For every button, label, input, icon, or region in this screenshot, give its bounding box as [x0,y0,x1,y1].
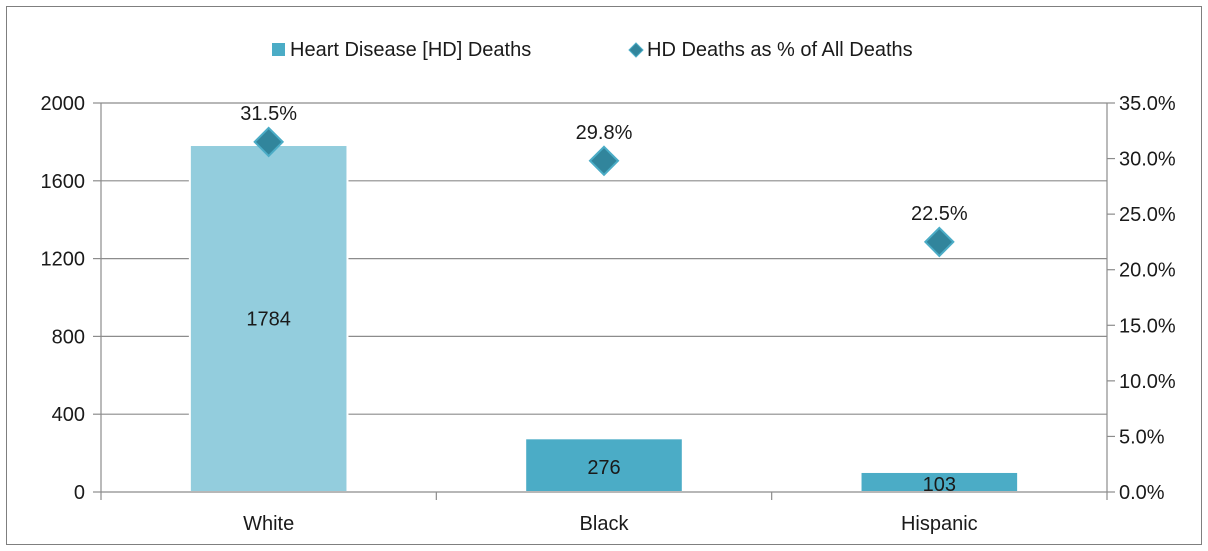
left-axis-tick-label: 400 [52,404,85,426]
left-axis-tick-label: 2000 [41,93,86,115]
marker-data-label: 29.8% [576,122,633,144]
right-axis-tick-label: 10.0% [1119,371,1176,393]
marker-point [923,226,955,258]
x-axis-tick-label: Black [580,513,630,535]
bar [188,144,349,493]
marker-point [588,145,620,177]
right-axis-tick-label: 30.0% [1119,149,1176,171]
left-axis-tick-label: 0 [74,482,85,504]
legend-bar-swatch [272,43,285,56]
right-axis-tick-label: 15.0% [1119,315,1176,337]
labels: 1784 276 103 31.5% 29.8% 22.5% [240,103,968,496]
x-axis-tick-label: White [243,513,294,535]
right-axis-tick-label: 35.0% [1119,93,1176,115]
marker-data-label: 31.5% [240,103,297,125]
right-axis-tick-label: 0.0% [1119,482,1165,504]
markers [253,126,955,258]
bars [188,144,1020,493]
marker-data-label: 22.5% [911,203,968,225]
right-axis-tick-label: 25.0% [1119,204,1176,226]
x-axis-tick-label: Hispanic [901,513,978,535]
bar-data-label: 276 [587,457,620,479]
chart-frame: Heart Disease [HD] Deaths HD Deaths as %… [6,6,1202,545]
left-axis-tick-label: 1600 [41,171,86,193]
legend: Heart Disease [HD] Deaths HD Deaths as %… [272,39,913,61]
legend-bar-label: Heart Disease [HD] Deaths [290,39,531,61]
legend-marker-swatch [628,42,644,58]
left-axis-tick-label: 1200 [41,249,86,271]
legend-marker-label: HD Deaths as % of All Deaths [647,39,913,61]
right-axis-tick-label: 5.0% [1119,426,1165,448]
left-axis-tick-label: 800 [52,326,85,348]
bar-data-label: 103 [923,474,956,496]
bar-data-label: 1784 [246,309,291,331]
chart-svg: Heart Disease [HD] Deaths HD Deaths as %… [41,39,1176,535]
right-axis-tick-label: 20.0% [1119,260,1176,282]
axes: 0 400 800 1200 1600 2000 0.0% 5.0% 10.0% 15.0% 20.… [41,93,1176,535]
marker-point [253,126,285,158]
